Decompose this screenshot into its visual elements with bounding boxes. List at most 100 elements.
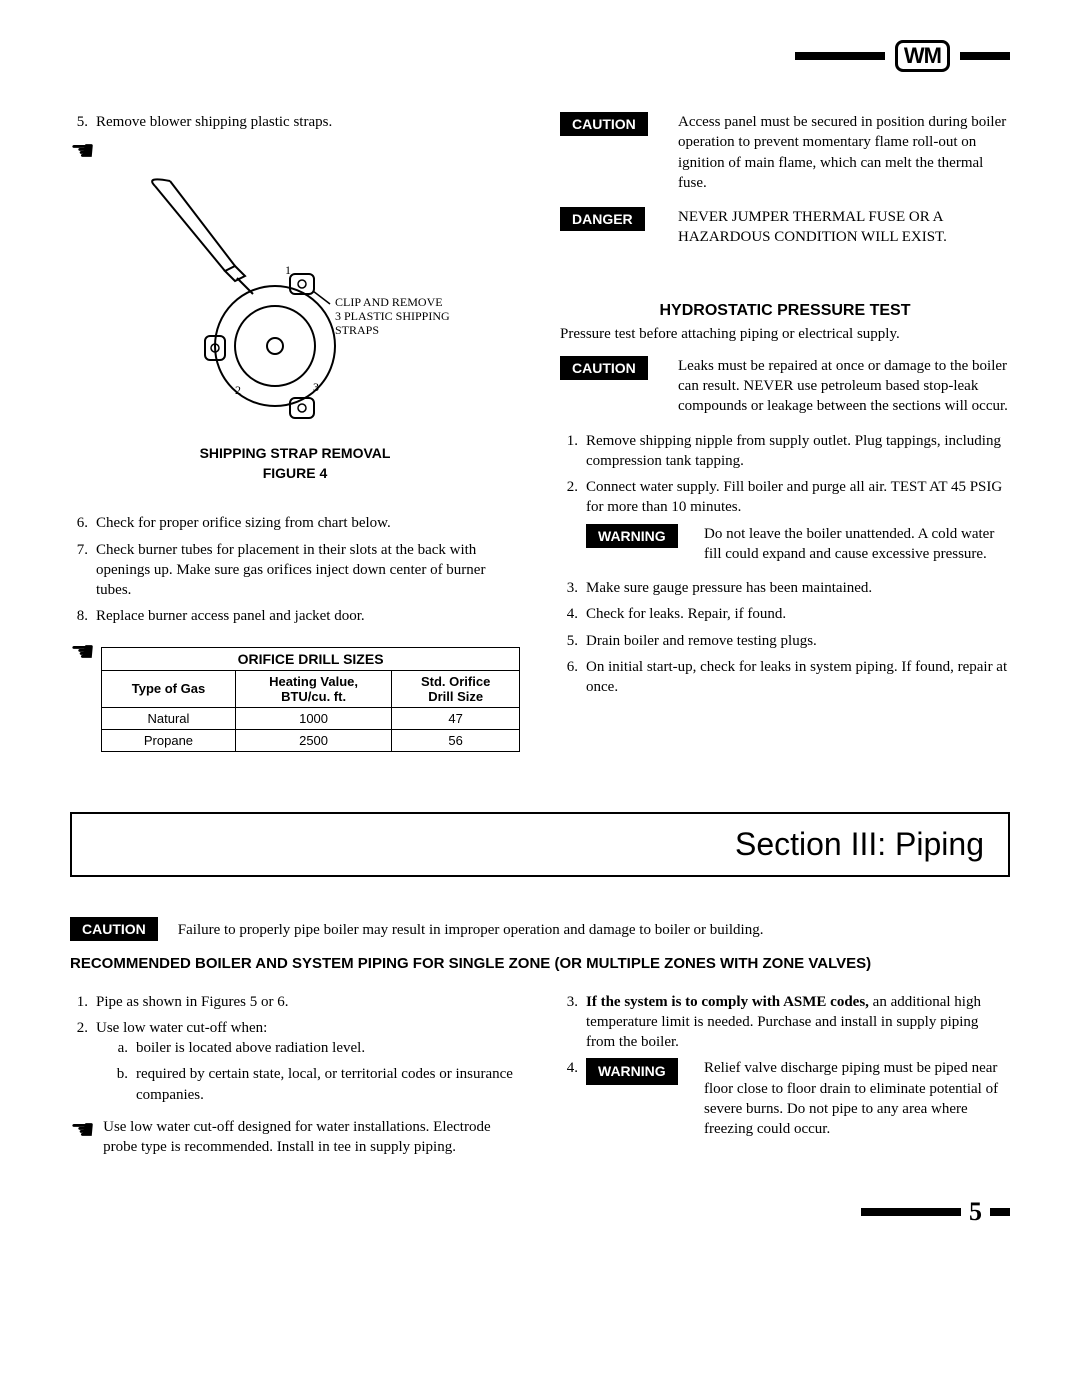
pointer-icon: ☚	[70, 138, 520, 166]
table-cell: 47	[392, 707, 520, 729]
caution-badge: CAUTION	[70, 917, 158, 941]
step-text: Check for proper orifice sizing from cha…	[96, 513, 520, 533]
hydrostatic-heading: HYDROSTATIC PRESSURE TEST	[560, 302, 1010, 320]
step-7: 7. Check burner tubes for placement in t…	[70, 540, 520, 601]
th-line: BTU/cu. ft.	[281, 689, 346, 704]
piping-step-3: 3. If the system is to comply with ASME …	[560, 992, 1010, 1053]
figure-label-3: STRAPS	[335, 323, 379, 337]
table-row: Propane 2500 56	[102, 729, 520, 751]
figure-label-1: CLIP AND REMOVE	[335, 295, 443, 309]
bottom-right-column: 3. If the system is to comply with ASME …	[560, 992, 1010, 1158]
table-cell: Propane	[102, 729, 236, 751]
caution-block: CAUTION Access panel must be secured in …	[560, 112, 1010, 193]
table-header: Std. Orifice Drill Size	[392, 670, 520, 707]
step-number: 4.	[560, 1058, 578, 1139]
th-line: Drill Size	[428, 689, 483, 704]
bottom-two-column: 1. Pipe as shown in Figures 5 or 6. 2. U…	[70, 992, 1010, 1158]
danger-block: DANGER NEVER JUMPER THERMAL FUSE OR A HA…	[560, 207, 1010, 248]
section-heading-box: Section III: Piping	[70, 812, 1010, 877]
step-number: 4.	[560, 604, 578, 624]
sub-letter: a.	[114, 1038, 128, 1058]
pointer-icon: ☚	[70, 639, 95, 667]
piping-step-4: 4. WARNING Relief valve discharge piping…	[560, 1058, 1010, 1139]
warning-text: Do not leave the boiler unattended. A co…	[704, 524, 1010, 565]
step-number: 6.	[70, 513, 88, 533]
sub-letter: b.	[114, 1064, 128, 1105]
hydro-step-2: 2. Connect water supply. Fill boiler and…	[560, 477, 1010, 518]
step-6: 6. Check for proper orifice sizing from …	[70, 513, 520, 533]
section-title: Section III: Piping	[735, 826, 984, 863]
bar-segment	[960, 52, 1010, 60]
figure-label-2: 3 PLASTIC SHIPPING	[335, 309, 450, 323]
pointer-icon: ☚	[70, 1117, 95, 1158]
step-number: 7.	[70, 540, 88, 601]
step-number: 6.	[560, 657, 578, 698]
piping-step-1: 1. Pipe as shown in Figures 5 or 6.	[70, 992, 520, 1012]
caution-badge: CAUTION	[560, 356, 648, 380]
sub-a: a. boiler is located above radiation lev…	[114, 1038, 520, 1058]
step-text: Use low water cut-off when: a. boiler is…	[96, 1018, 520, 1111]
table-row: Natural 1000 47	[102, 707, 520, 729]
step-number: 1.	[560, 431, 578, 472]
th-line: Std. Orifice	[421, 674, 490, 689]
bottom-left-column: 1. Pipe as shown in Figures 5 or 6. 2. U…	[70, 992, 520, 1158]
two-column-layout: 5. Remove blower shipping plastic straps…	[70, 112, 1010, 752]
th-line: Heating Value,	[269, 674, 358, 689]
page-footer: 5	[70, 1197, 1010, 1227]
table-header: Type of Gas	[102, 670, 236, 707]
step-2-tail: Use low water cut-off designed for water…	[103, 1117, 520, 1158]
step-number: 2.	[70, 1018, 88, 1111]
hydro-step-1: 1. Remove shipping nipple from supply ou…	[560, 431, 1010, 472]
step-number: 8.	[70, 606, 88, 626]
step-text: Replace burner access panel and jacket d…	[96, 606, 520, 626]
sub-text: required by certain state, local, or ter…	[136, 1064, 520, 1105]
step-number: 1.	[70, 992, 88, 1012]
step-number: 5.	[560, 631, 578, 651]
warning-text: Relief valve discharge piping must be pi…	[704, 1058, 1010, 1139]
step-text: On initial start-up, check for leaks in …	[586, 657, 1010, 698]
bar-segment	[795, 52, 885, 60]
sub-b: b. required by certain state, local, or …	[114, 1064, 520, 1105]
hydro-step-3: 3. Make sure gauge pressure has been mai…	[560, 578, 1010, 598]
table-header: Heating Value, BTU/cu. ft.	[235, 670, 392, 707]
hydro-step-5: 5. Drain boiler and remove testing plugs…	[560, 631, 1010, 651]
warning-badge: WARNING	[586, 1058, 678, 1085]
logo: WM	[895, 40, 950, 72]
hydrostatic-intro: Pressure test before attaching piping or…	[560, 324, 1010, 344]
step-number: 3.	[560, 992, 578, 1053]
footer-bar	[861, 1208, 961, 1216]
caution-text: Failure to properly pipe boiler may resu…	[178, 917, 764, 940]
step-text: Connect water supply. Fill boiler and pu…	[586, 477, 1010, 518]
piping-step-2: 2. Use low water cut-off when: a. boiler…	[70, 1018, 520, 1111]
table-cell: 56	[392, 729, 520, 751]
warning-block: WARNING Do not leave the boiler unattend…	[586, 524, 1010, 565]
hydro-step-6: 6. On initial start-up, check for leaks …	[560, 657, 1010, 698]
page-number: 5	[969, 1197, 982, 1227]
caution-block: CAUTION Failure to properly pipe boiler …	[70, 917, 1010, 941]
figure-caption-line-2: FIGURE 4	[263, 465, 328, 481]
hydro-step-4: 4. Check for leaks. Repair, if found.	[560, 604, 1010, 624]
step-text: Pipe as shown in Figures 5 or 6.	[96, 992, 520, 1012]
step-text: Remove shipping nipple from supply outle…	[586, 431, 1010, 472]
step-text: Check burner tubes for placement in thei…	[96, 540, 520, 601]
figure-num-1: 1	[285, 263, 291, 277]
table-title: ORIFICE DRILL SIZES	[102, 647, 520, 670]
step-5: 5. Remove blower shipping plastic straps…	[70, 112, 520, 132]
step-text: Remove blower shipping plastic straps.	[96, 112, 520, 132]
step-number: 3.	[560, 578, 578, 598]
figure-num-2: 2	[235, 383, 241, 397]
danger-text: NEVER JUMPER THERMAL FUSE OR A HAZARDOUS…	[678, 207, 1010, 248]
step-text-inner: Use low water cut-off when:	[96, 1020, 267, 1036]
warning-badge: WARNING	[586, 524, 678, 548]
step-text: Check for leaks. Repair, if found.	[586, 604, 1010, 624]
left-column: 5. Remove blower shipping plastic straps…	[70, 112, 520, 752]
caution-block: CAUTION Leaks must be repaired at once o…	[560, 356, 1010, 417]
step-number: 5.	[70, 112, 88, 132]
table-cell: Natural	[102, 707, 236, 729]
caution-text: Access panel must be secured in position…	[678, 112, 1010, 193]
piping-sub-heading: RECOMMENDED BOILER AND SYSTEM PIPING FOR…	[70, 955, 1010, 972]
figure-caption: SHIPPING STRAP REMOVAL FIGURE 4	[70, 444, 520, 483]
sub-text: boiler is located above radiation level.	[136, 1038, 520, 1058]
table-cell: 1000	[235, 707, 392, 729]
table-cell: 2500	[235, 729, 392, 751]
